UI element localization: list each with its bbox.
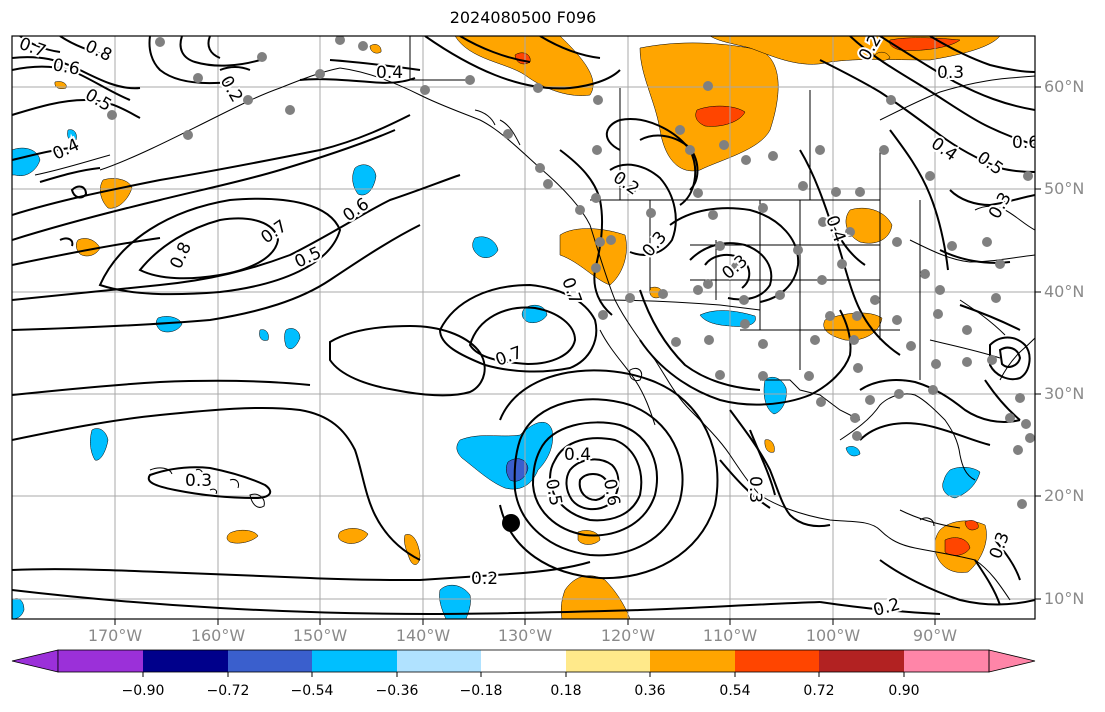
contour-lines [12,36,1035,616]
location-marker [502,514,520,532]
contour-label: 0.8 [166,239,196,272]
colorbar-tick-label: 0.54 [719,683,751,699]
map-title: 2024080500 F096 [449,8,597,27]
map-frame [11,35,1036,620]
latitude-label: 50°N [1044,179,1085,198]
contour-label: 0.6 [51,55,81,79]
contour-label: 0.6 [1012,133,1039,153]
longitude-label: 150°W [292,626,348,645]
contour-label: 0.3 [937,63,964,83]
contour-label: 0.7 [257,216,291,248]
contour-label: 0.2 [216,73,247,106]
colorbar-tick-label: 0.18 [550,683,582,699]
colorbar-segment [566,650,650,672]
contour-label: 0.2 [871,595,902,621]
contour-label: 0.3 [985,189,1016,222]
strong-negative-anomaly-fills [506,458,529,482]
longitude-label: 170°W [87,626,143,645]
contour-label: 0.2 [609,168,643,200]
latitude-label: 40°N [1044,282,1085,301]
colorbar-segment [143,650,228,672]
colorbar-tick-label: −0.36 [375,683,419,699]
contour-label: 0.4 [564,445,591,465]
station-dots [107,36,1035,509]
contour-label: 0.2 [471,569,498,589]
contour-label: 0.3 [745,476,765,503]
longitude-label: 110°W [702,626,758,645]
graticule [12,36,1035,619]
longitude-label: 90°W [912,626,958,645]
colorbar-tick-label: 0.72 [803,683,835,699]
negative-anomaly-fills [12,129,981,619]
contour-label: 0.4 [927,134,961,166]
longitude-label: 130°W [497,626,553,645]
colorbar [11,649,1036,677]
colorbar-segment [58,650,143,672]
longitude-label: 140°W [395,626,451,645]
colorbar-tick-label: −0.54 [290,683,334,699]
latitude-label: 30°N [1044,384,1085,403]
colorbar-tick-label: −0.72 [206,683,250,699]
contour-label: 0.3 [639,228,672,262]
colorbar-segment [228,650,312,672]
contour-label: 0.6 [599,477,623,507]
colorbar-segment [481,650,566,672]
contour-label: 0.7 [493,343,525,371]
latitude-label: 20°N [1044,486,1085,505]
contour-label: 0.5 [973,148,1007,180]
contour-label: 0.3 [185,471,212,491]
colorbar-segment [735,650,819,672]
colorbar-segment [904,650,989,672]
colorbar-segment [397,650,481,672]
contour-label: 0.5 [541,477,565,507]
colorbar-tick-label: −0.18 [459,683,503,699]
contour-label: 0.4 [50,135,83,165]
colorbar-tick-label: −0.90 [121,683,165,699]
contour-label: 0.3 [986,529,1014,561]
colorbar-segment [312,650,397,672]
colorbar-segment [819,650,904,672]
contour-label: 0.4 [376,63,403,83]
contour-label: 0.8 [82,36,115,66]
longitude-label: 120°W [600,626,656,645]
latitude-label: 10°N [1044,589,1085,608]
contour-label: 0.4 [821,213,849,245]
strong-positive-anomaly-fills [514,37,979,556]
contour-label: 0.6 [339,194,373,226]
colorbar-segment [650,650,735,672]
longitude-label: 160°W [190,626,246,645]
longitude-label: 100°W [805,626,861,645]
colorbar-left-arrow [11,649,59,673]
latitude-label: 60°N [1044,77,1085,96]
axis-ticks [114,86,1041,625]
positive-anomaly-fills [54,36,1001,619]
colorbar-tick-label: 0.36 [634,683,666,699]
colorbar-tick-label: 0.90 [888,683,920,699]
colorbar-right-arrow [988,649,1036,673]
